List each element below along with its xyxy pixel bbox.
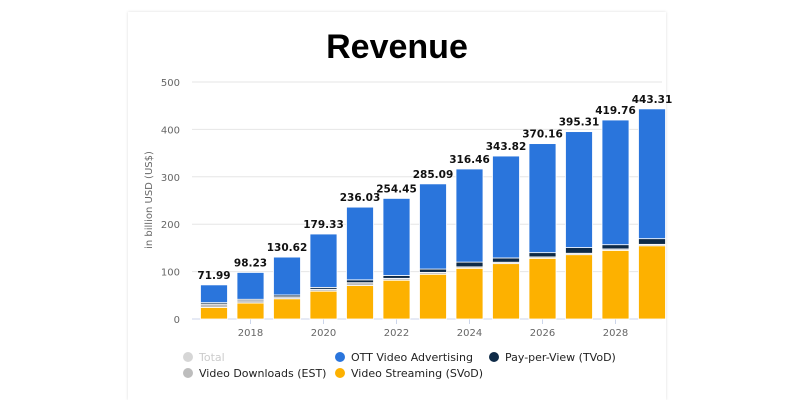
bar-segment[interactable] bbox=[455, 168, 484, 263]
bar-segment[interactable] bbox=[492, 257, 520, 263]
x-tick-label: 2018 bbox=[238, 328, 263, 339]
legend-item[interactable]: Video Downloads (EST) bbox=[183, 367, 326, 380]
bar-segment[interactable] bbox=[273, 256, 301, 296]
total-label: 254.45 bbox=[376, 183, 417, 195]
bar-segment[interactable] bbox=[419, 268, 447, 273]
bar-segment[interactable] bbox=[273, 298, 301, 320]
bar-segment[interactable] bbox=[638, 238, 666, 245]
total-label: 395.31 bbox=[559, 117, 600, 129]
bar-segment[interactable] bbox=[346, 206, 374, 281]
y-tick-label: 200 bbox=[161, 220, 180, 231]
y-tick-label: 100 bbox=[161, 268, 180, 279]
bar-segment[interactable] bbox=[565, 254, 593, 320]
bar-segment[interactable] bbox=[528, 143, 557, 254]
bar-segment[interactable] bbox=[200, 306, 228, 320]
legend-marker bbox=[183, 352, 193, 362]
legend-label: Video Streaming (SVoD) bbox=[351, 367, 483, 380]
bar-segment[interactable] bbox=[455, 261, 484, 268]
bar-segment[interactable] bbox=[638, 108, 666, 240]
y-tick-label: 0 bbox=[174, 315, 180, 326]
x-tick-label: 2024 bbox=[457, 328, 482, 339]
bar-segment[interactable] bbox=[638, 245, 666, 320]
bar-segment[interactable] bbox=[200, 284, 228, 304]
bar-segment[interactable] bbox=[200, 303, 228, 308]
legend-item[interactable]: Pay-per-View (TVoD) bbox=[489, 351, 616, 364]
bar-segment[interactable] bbox=[236, 302, 265, 320]
bar-segment[interactable] bbox=[382, 198, 411, 276]
bar-segment[interactable] bbox=[528, 257, 557, 320]
total-label: 179.33 bbox=[303, 219, 344, 231]
bar-segment[interactable] bbox=[528, 252, 557, 258]
total-label: 285.09 bbox=[413, 169, 454, 181]
legend-item[interactable]: Total bbox=[183, 351, 225, 364]
bar-segment[interactable] bbox=[601, 119, 630, 246]
x-tick-label: 2026 bbox=[530, 328, 555, 339]
legend-label: Video Downloads (EST) bbox=[199, 367, 326, 380]
bar-segment[interactable] bbox=[565, 131, 593, 248]
bar-segment[interactable] bbox=[455, 267, 484, 320]
total-label: 130.62 bbox=[267, 242, 308, 254]
total-label: 98.23 bbox=[234, 257, 267, 269]
bar-segment[interactable] bbox=[601, 244, 630, 250]
legend-marker bbox=[335, 368, 345, 378]
legend-item[interactable]: OTT Video Advertising bbox=[335, 351, 473, 364]
bar-segment[interactable] bbox=[346, 285, 374, 320]
bar-segment[interactable] bbox=[419, 183, 447, 270]
bar-segment[interactable] bbox=[601, 249, 630, 320]
bar-segment[interactable] bbox=[382, 279, 411, 320]
legend-label: OTT Video Advertising bbox=[351, 351, 473, 364]
total-label: 316.46 bbox=[449, 154, 490, 166]
bar-segment[interactable] bbox=[419, 273, 447, 320]
bar-segment[interactable] bbox=[309, 290, 338, 320]
total-label: 443.31 bbox=[632, 94, 673, 106]
total-label: 419.76 bbox=[595, 105, 636, 117]
legend-item[interactable]: Video Streaming (SVoD) bbox=[335, 367, 483, 380]
legend-label: Pay-per-View (TVoD) bbox=[505, 351, 616, 364]
y-tick-label: 400 bbox=[161, 125, 180, 136]
x-tick-label: 2022 bbox=[384, 328, 409, 339]
legend-marker bbox=[335, 352, 345, 362]
bar-segment[interactable] bbox=[236, 272, 265, 300]
y-axis-label: in billion USD (US$) bbox=[144, 151, 155, 249]
bar-segment[interactable] bbox=[492, 155, 520, 259]
chart-title: Revenue bbox=[326, 28, 468, 66]
legend-marker bbox=[489, 352, 499, 362]
y-tick-label: 500 bbox=[161, 78, 180, 89]
bar-segment[interactable] bbox=[346, 282, 374, 286]
bar-segment[interactable] bbox=[346, 279, 374, 284]
total-label: 236.03 bbox=[340, 192, 381, 204]
y-tick-label: 300 bbox=[161, 173, 180, 184]
total-label: 370.16 bbox=[522, 129, 563, 141]
bar-segment[interactable] bbox=[309, 233, 338, 288]
total-label: 343.82 bbox=[486, 141, 527, 153]
legend-marker bbox=[183, 368, 193, 378]
legend-label: Total bbox=[198, 351, 225, 364]
x-tick-label: 2028 bbox=[603, 328, 628, 339]
bar-segment[interactable] bbox=[492, 263, 520, 320]
total-label: 71.99 bbox=[197, 270, 230, 282]
x-tick-label: 2020 bbox=[311, 328, 336, 339]
bar-segment[interactable] bbox=[382, 275, 411, 279]
bar-segment[interactable] bbox=[565, 247, 593, 254]
